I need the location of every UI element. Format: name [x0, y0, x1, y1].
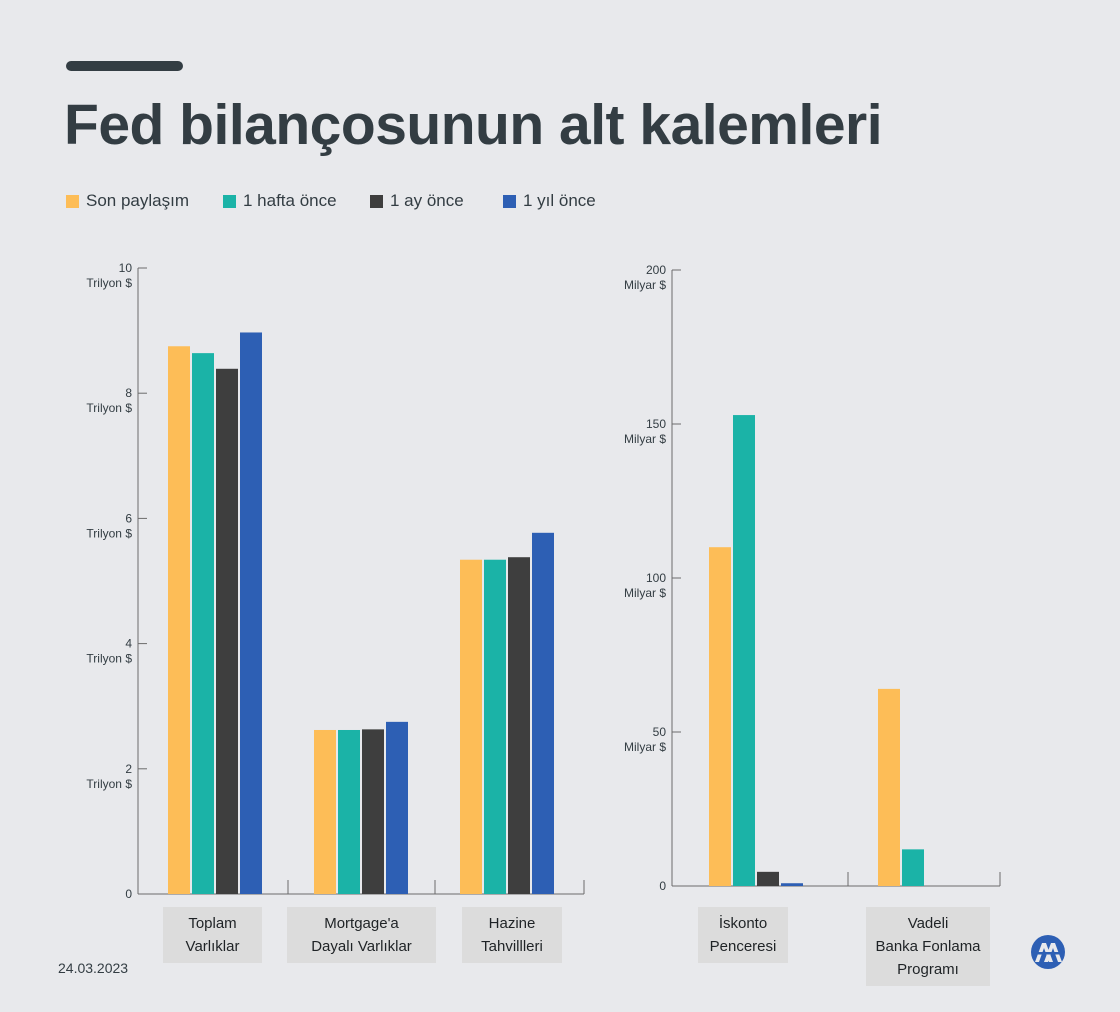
y-tick-label: 150 — [646, 417, 666, 431]
category-label-line: Hazine — [488, 915, 536, 932]
y-tick-label: 200 — [646, 263, 666, 277]
chart-title: Fed bilançosunun alt kalemleri — [64, 93, 883, 157]
bar — [192, 353, 214, 894]
y-tick-label: 8 — [125, 386, 132, 400]
bar — [338, 729, 360, 894]
y-tick-label: 10 — [119, 261, 133, 275]
bar — [216, 368, 238, 894]
category-label-line: Tahvillleri — [481, 938, 543, 955]
legend-item-son-paylasim: Son paylaşım — [66, 191, 189, 211]
bar — [314, 729, 336, 894]
bar — [902, 849, 924, 886]
category-label-line: Programı — [897, 961, 959, 978]
bar — [484, 559, 506, 894]
category-label: Toplam Varlıklar — [163, 907, 262, 963]
category-label-line: Vadeli — [907, 915, 949, 932]
category-label-line: İskonto — [718, 915, 768, 932]
legend-label: Son paylaşım — [86, 191, 189, 210]
y-tick-unit: Milyar $ — [624, 432, 666, 446]
bar — [240, 332, 262, 894]
bar — [460, 559, 482, 894]
bar — [386, 721, 408, 894]
category-label-line: Penceresi — [709, 938, 777, 955]
bar — [733, 415, 755, 886]
bar — [757, 871, 779, 886]
legend-swatch — [503, 194, 516, 208]
category-label: Mortgage'a Dayalı Varlıklar — [287, 907, 436, 963]
bar — [781, 883, 803, 886]
category-label: Hazine Tahvillleri — [462, 907, 562, 963]
y-tick-label: 4 — [125, 637, 132, 651]
legend-item-1-yil-once: 1 yıl önce — [503, 191, 596, 211]
date-label: 24.03.2023 — [58, 960, 129, 976]
legend-swatch — [370, 194, 383, 208]
y-tick-unit: Trilyon $ — [86, 401, 132, 415]
category-label-line: Varlıklar — [185, 938, 240, 955]
category-label-line: Mortgage'a — [324, 915, 399, 932]
legend-item-1-hafta-once: 1 hafta önce — [223, 191, 337, 211]
legend-label: 1 hafta önce — [243, 191, 337, 210]
y-tick-label: 2 — [125, 762, 132, 776]
y-tick-label: 50 — [653, 725, 667, 739]
category-label: İskonto Penceresi — [698, 907, 788, 963]
legend-item-1-ay-once: 1 ay önce — [370, 191, 464, 211]
legend-swatch — [223, 194, 236, 208]
legend-label: 1 yıl önce — [523, 191, 596, 210]
legend-swatch — [66, 194, 79, 208]
y-tick-label: 100 — [646, 571, 666, 585]
bar — [362, 729, 384, 894]
bar — [168, 346, 190, 894]
aa-logo-icon: AA — [1031, 935, 1065, 969]
y-tick-unit: Trilyon $ — [86, 652, 132, 666]
y-tick-unit: Milyar $ — [624, 586, 666, 600]
y-tick-unit: Milyar $ — [624, 278, 666, 292]
y-tick-label: 0 — [659, 879, 666, 893]
bar — [709, 547, 731, 886]
y-tick-unit: Trilyon $ — [86, 276, 132, 290]
category-label-line: Dayalı Varlıklar — [311, 938, 412, 955]
legend-label: 1 ay önce — [390, 191, 464, 210]
y-tick-unit: Milyar $ — [624, 740, 666, 754]
y-tick-label: 6 — [125, 511, 132, 525]
bar — [878, 688, 900, 886]
bar — [532, 532, 554, 894]
title-accent-bar — [66, 61, 183, 71]
y-tick-unit: Trilyon $ — [86, 777, 132, 791]
category-label: Vadeli Banka Fonlama Programı — [866, 907, 990, 986]
category-label-line: Banka Fonlama — [875, 938, 981, 955]
y-tick-label: 0 — [125, 887, 132, 901]
y-tick-unit: Trilyon $ — [86, 526, 132, 540]
category-label-line: Toplam — [188, 915, 237, 932]
bar — [508, 557, 530, 894]
